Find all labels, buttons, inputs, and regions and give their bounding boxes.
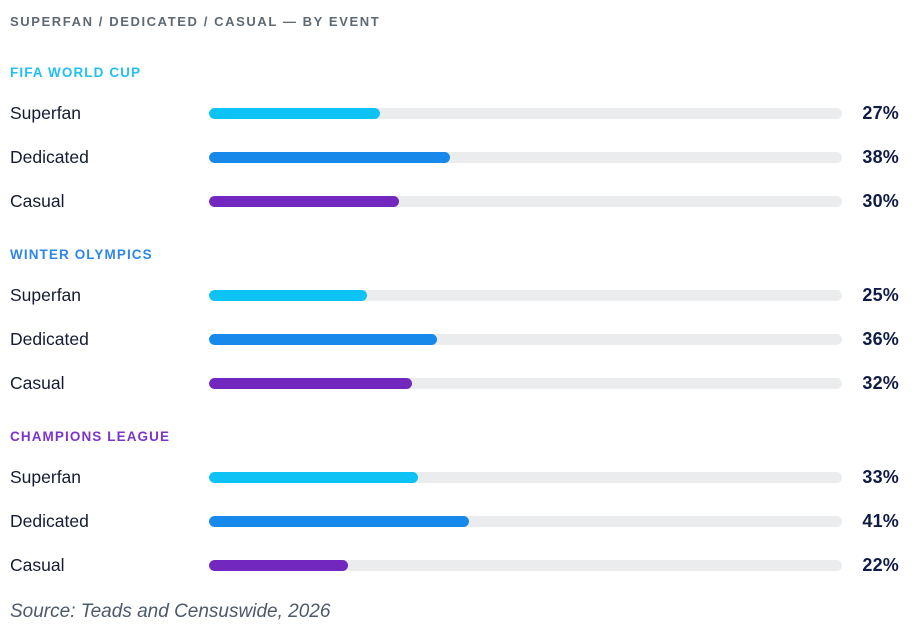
bar-fill [209, 515, 469, 527]
bar-track [209, 289, 842, 301]
bar-value: 27% [862, 102, 899, 123]
event-group-title: CHAMPIONS LEAGUE [10, 429, 171, 444]
bar-row-label: Dedicated [10, 328, 89, 349]
bar-value: 25% [862, 284, 899, 305]
bar-row-label: Casual [10, 554, 65, 575]
bar-value: 30% [862, 190, 899, 211]
bar-rows: Superfan 33% Dedicated 41% Casual 22% [10, 455, 899, 587]
bar-row: Dedicated 36% [10, 317, 899, 361]
event-group-fifa-world-cup: FIFA WORLD CUP Superfan 27% Dedicated 38… [10, 65, 899, 223]
bar-fill [209, 195, 399, 207]
bar-track [209, 559, 842, 571]
bar-row-label: Dedicated [10, 510, 89, 531]
bar-row-label: Dedicated [10, 146, 89, 167]
bar-track [209, 195, 842, 207]
bar-value: 22% [862, 554, 899, 575]
bar-row: Superfan 25% [10, 273, 899, 317]
bar-rows: Superfan 27% Dedicated 38% Casual 30% [10, 91, 899, 223]
event-group-champions-league: CHAMPIONS LEAGUE Superfan 33% Dedicated … [10, 429, 899, 587]
bar-track [209, 107, 842, 119]
event-group-winter-olympics: WINTER OLYMPICS Superfan 25% Dedicated 3… [10, 247, 899, 405]
bar-track [209, 471, 842, 483]
bar-row: Casual 32% [10, 361, 899, 405]
bar-row: Superfan 33% [10, 455, 899, 499]
bar-value: 33% [862, 466, 899, 487]
bar-value: 32% [862, 372, 899, 393]
bar-row-label: Superfan [10, 466, 82, 487]
source-note: Source: Teads and Censuswide, 2026 [10, 601, 331, 622]
bar-rows: Superfan 25% Dedicated 36% Casual 32% [10, 273, 899, 405]
bar-value: 38% [862, 146, 899, 167]
bar-track [209, 377, 842, 389]
bar-row: Casual 30% [10, 179, 899, 223]
bar-value: 36% [862, 328, 899, 349]
bar-fill [209, 107, 380, 119]
bar-fill [209, 559, 349, 571]
bar-value: 41% [862, 510, 899, 531]
bar-track [209, 333, 842, 345]
bar-fill [209, 151, 450, 163]
chart-title: SUPERFAN / DEDICATED / CASUAL — BY EVENT [10, 14, 381, 29]
bar-fill [209, 333, 437, 345]
event-group-title: WINTER OLYMPICS [10, 247, 153, 262]
bar-row: Superfan 27% [10, 91, 899, 135]
bar-row-label: Superfan [10, 102, 82, 123]
bar-row: Dedicated 38% [10, 135, 899, 179]
bar-row-label: Casual [10, 372, 65, 393]
bar-row: Casual 22% [10, 543, 899, 587]
bar-fill [209, 289, 368, 301]
bar-track [209, 151, 842, 163]
bar-row: Dedicated 41% [10, 499, 899, 543]
bar-fill [209, 471, 418, 483]
event-group-title: FIFA WORLD CUP [10, 65, 142, 80]
bar-fill [209, 377, 412, 389]
bar-track [209, 515, 842, 527]
bar-row-label: Superfan [10, 284, 82, 305]
bar-row-label: Casual [10, 190, 65, 211]
